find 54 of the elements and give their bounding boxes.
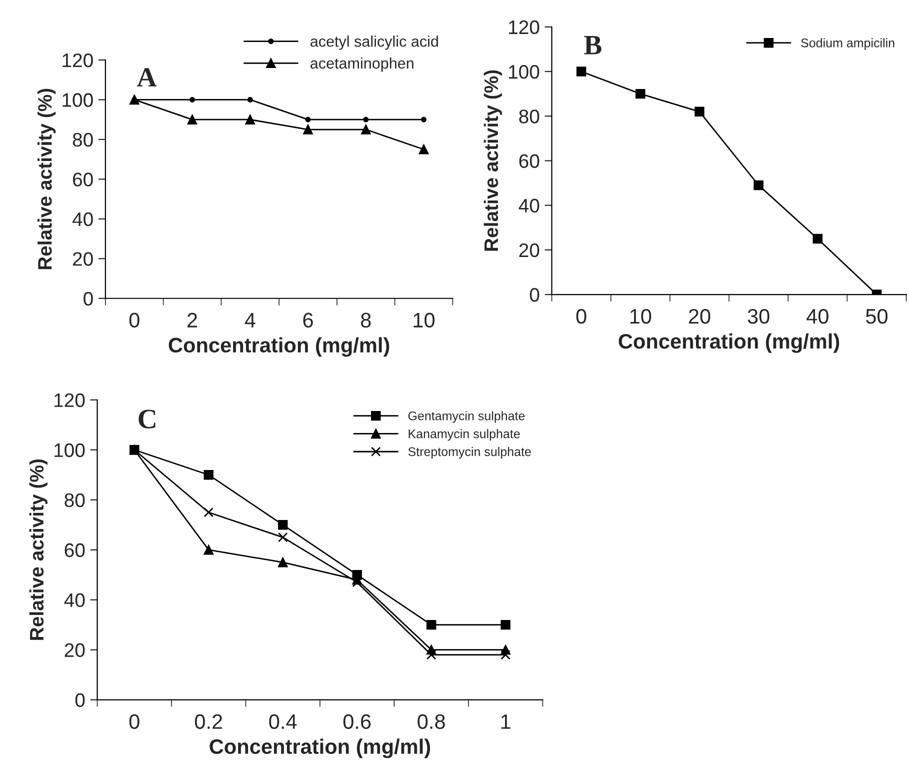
legend-label: acetaminophen	[310, 57, 414, 72]
y-tick-label: 100	[62, 93, 93, 107]
y-axis-title: Relative activity (%)	[484, 70, 502, 251]
x-tick-label: 0	[576, 308, 586, 324]
y-tick-label: 60	[519, 154, 540, 168]
x-axis-title: Concentration (mg/ml)	[618, 333, 840, 353]
y-tick-label: 0	[75, 693, 85, 708]
chart-title: C	[138, 410, 156, 428]
y-tick-label: 40	[64, 593, 85, 608]
y-axis-title: Relative activity (%)	[29, 459, 48, 640]
x-axis-title: Concentration (mg/ml)	[168, 337, 390, 357]
x-tick-label: 1	[501, 714, 510, 729]
x-tick-label: 30	[748, 308, 770, 324]
y-tick-label: 60	[73, 172, 93, 186]
y-tick-label: 80	[72, 132, 93, 147]
y-axis-title: Relative activity (%)	[38, 88, 56, 270]
x-tick-label: 0	[129, 312, 140, 328]
x-tick-label: 2	[188, 312, 197, 328]
legend-label: Gentamycin sulphate	[408, 411, 525, 423]
y-tick-label: 120	[509, 20, 540, 34]
y-tick-label: 40	[72, 212, 93, 226]
x-tick-label: 8	[360, 312, 371, 328]
y-tick-label: 40	[518, 198, 540, 213]
x-tick-label: 0.2	[194, 714, 222, 729]
x-tick-label: 0.8	[418, 714, 445, 729]
x-tick-label: 10	[414, 312, 435, 328]
x-axis-title: Concentration (mg/ml)	[210, 738, 430, 758]
y-tick-label: 0	[530, 288, 540, 302]
legend-label: acetyl salicylic acid	[310, 36, 438, 50]
y-tick-label: 120	[62, 53, 93, 68]
x-tick-label: 0	[129, 714, 140, 729]
y-tick-label: 100	[509, 64, 540, 79]
y-tick-label: 120	[54, 393, 85, 408]
x-tick-label: 50	[866, 308, 888, 324]
x-tick-label: 40	[806, 308, 828, 324]
y-tick-label: 20	[72, 252, 93, 266]
y-tick-label: 20	[64, 643, 85, 658]
x-tick-label: 0.6	[343, 714, 371, 729]
x-tick-label: 6	[303, 312, 313, 328]
legend-label: Kanamycin sulphate	[408, 429, 520, 441]
legend-label: Sodium ampicilin	[801, 38, 894, 50]
y-tick-label: 60	[64, 543, 85, 558]
y-tick-label: 80	[64, 493, 85, 508]
y-tick-label: 0	[84, 292, 93, 306]
chart-title: B	[584, 36, 602, 54]
x-tick-label: 10	[630, 308, 652, 324]
legend-label: Streptomycin sulphate	[408, 446, 531, 459]
y-tick-label: 20	[519, 243, 540, 258]
y-tick-label: 80	[519, 110, 540, 124]
x-tick-label: 4	[244, 313, 256, 328]
y-tick-label: 100	[54, 443, 85, 458]
x-tick-label: 0.4	[269, 714, 297, 729]
x-tick-label: 20	[688, 308, 710, 324]
chart-title: A	[136, 68, 157, 86]
